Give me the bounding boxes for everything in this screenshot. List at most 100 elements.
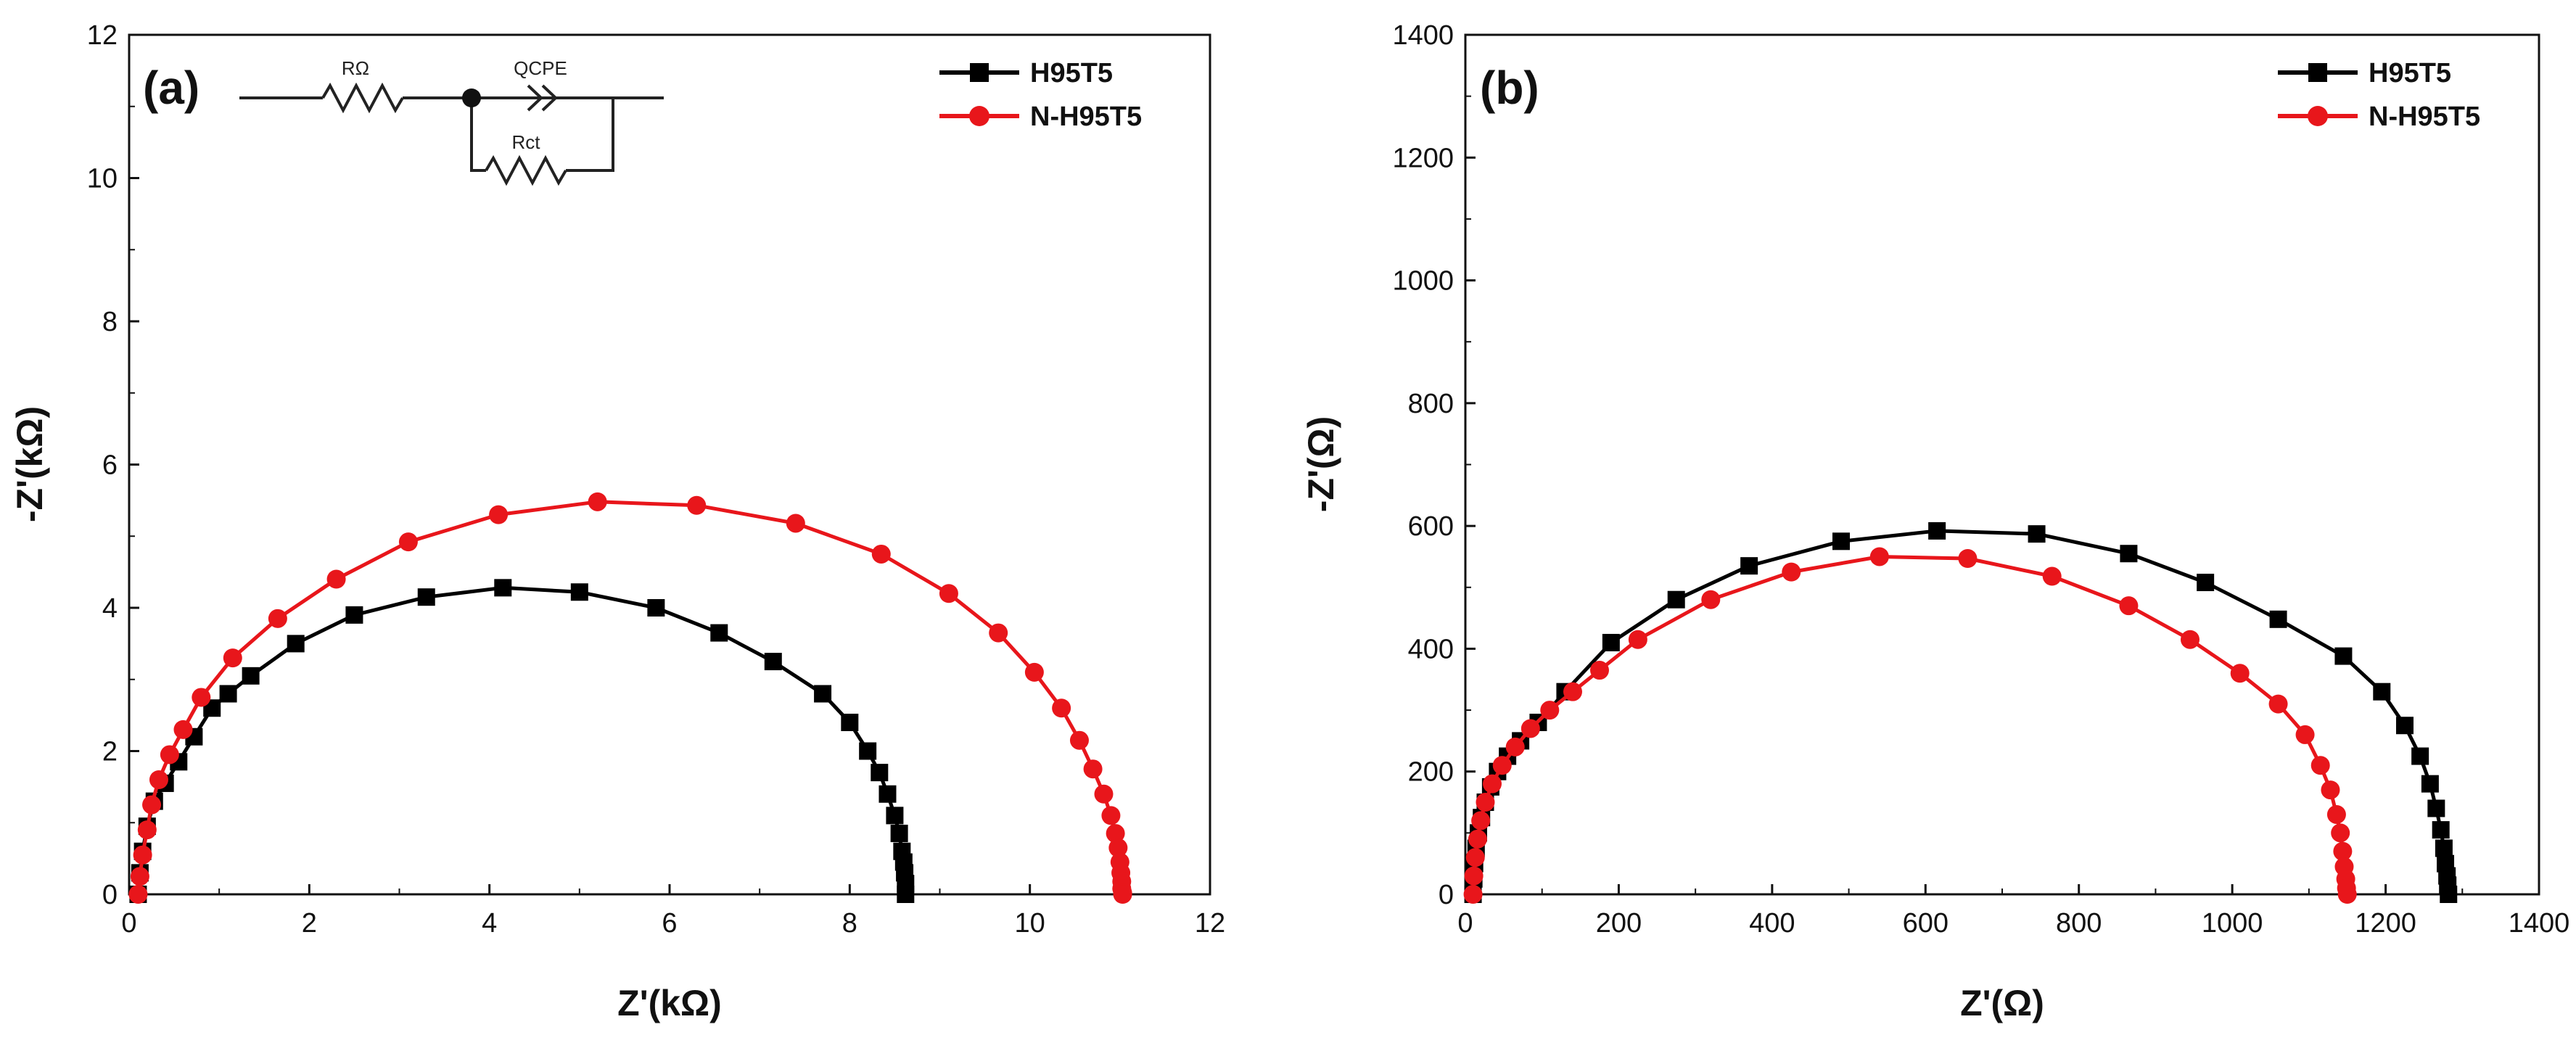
- data-point-nh95t5: [2042, 566, 2062, 586]
- x-tick-label: 1000: [2202, 908, 2263, 939]
- data-point-nh95t5: [1701, 590, 1721, 609]
- data-point-nh95t5: [2331, 823, 2350, 843]
- x-tick-label: 0: [121, 908, 136, 939]
- data-point-nh95t5: [1782, 562, 1801, 582]
- data-point-h95t5: [2028, 525, 2046, 543]
- data-point-nh95t5: [1464, 866, 1484, 886]
- data-point-nh95t5: [687, 495, 707, 515]
- data-point-nh95t5: [160, 745, 179, 764]
- x-tick-label: 4: [482, 908, 497, 939]
- x-tick-label: 12: [1195, 908, 1225, 939]
- data-point-nh95t5: [1463, 885, 1483, 904]
- data-point-nh95t5: [326, 569, 346, 589]
- data-point-nh95t5: [223, 648, 242, 668]
- panel-label-a: (a): [143, 62, 199, 114]
- data-point-nh95t5: [1540, 701, 1560, 720]
- data-point-nh95t5: [1083, 759, 1103, 779]
- data-point-h95t5: [764, 653, 782, 671]
- circuit-node: [462, 88, 481, 107]
- y-tick-label: 400: [1408, 634, 1454, 664]
- data-point-h95t5: [219, 685, 237, 703]
- data-point-nh95t5: [2119, 596, 2139, 616]
- data-point-nh95t5: [130, 867, 149, 886]
- data-point-nh95t5: [2337, 885, 2357, 904]
- data-point-h95t5: [2373, 683, 2391, 701]
- data-point-h95t5: [1602, 633, 1620, 651]
- x-tick-label: 0: [1457, 908, 1473, 939]
- y-tick-label: 12: [87, 20, 118, 51]
- data-point-nh95t5: [1628, 630, 1647, 649]
- y-tick-label: 6: [102, 450, 118, 481]
- label-r-ct: Rct: [512, 131, 541, 153]
- data-point-nh95t5: [2333, 841, 2353, 861]
- y-tick-label: 200: [1408, 757, 1454, 788]
- legend-marker-h95t5-b: [2308, 63, 2327, 82]
- x-tick-label: 800: [2056, 908, 2102, 939]
- data-point-nh95t5: [871, 544, 891, 564]
- y-tick-label: 8: [102, 307, 118, 337]
- data-point-nh95t5: [173, 720, 193, 739]
- y-tick-label: 0: [1439, 880, 1454, 910]
- y-tick-label: 1400: [1392, 20, 1454, 51]
- data-point-h95t5: [1740, 557, 1758, 575]
- y-axis-title-a: -Z'(kΩ): [9, 406, 50, 522]
- data-point-h95t5: [2120, 545, 2138, 563]
- legend-label-nh95t5-b: N-H95T5: [2369, 102, 2480, 132]
- data-point-nh95t5: [1108, 838, 1128, 857]
- data-point-nh95t5: [2326, 804, 2346, 824]
- y-axis-ticks-b: 0 200 400 600 800 1000 1200 1400: [1392, 20, 1476, 910]
- data-point-h95t5: [871, 764, 889, 782]
- data-point-h95t5: [570, 583, 588, 601]
- y-axis-ticks-a: 0 2 4 6 8 10 12: [87, 20, 139, 910]
- x-tick-label: 1400: [2509, 908, 2570, 939]
- y-tick-label: 600: [1408, 511, 1454, 542]
- data-point-nh95t5: [1069, 730, 1089, 750]
- y-tick-label: 800: [1408, 389, 1454, 419]
- data-point-h95t5: [647, 599, 665, 617]
- data-point-nh95t5: [1465, 848, 1485, 867]
- chart-panel-b: 0 200 400 600 800 1000 1200 1400 0 200 400 600 800 1…: [1301, 20, 2569, 1023]
- data-point-nh95t5: [398, 532, 418, 552]
- label-r-ohm: RΩ: [342, 57, 369, 79]
- series-layer-a: [128, 492, 1132, 904]
- x-tick-label: 200: [1596, 908, 1642, 939]
- data-point-h95t5: [417, 588, 435, 606]
- data-point-nh95t5: [1958, 549, 1978, 569]
- data-point-nh95t5: [989, 623, 1008, 643]
- data-point-h95t5: [2334, 647, 2353, 665]
- x-axis-ticks-a: 0 2 4 6 8 10 12: [121, 884, 1225, 939]
- data-point-h95t5: [1928, 522, 1946, 540]
- circuit-wires: [239, 96, 664, 172]
- series-line-h95t5-b: [1471, 529, 2451, 895]
- data-point-nh95t5: [2321, 780, 2340, 800]
- y-axis-title-b: -Z'(Ω): [1301, 416, 1341, 512]
- legend-b: H95T5 N-H95T5: [2278, 58, 2480, 132]
- x-tick-label: 2: [302, 908, 317, 939]
- data-point-nh95t5: [1101, 806, 1121, 825]
- y-tick-label: 4: [102, 593, 118, 624]
- x-tick-label: 400: [1749, 908, 1795, 939]
- x-tick-label: 6: [662, 908, 677, 939]
- y-tick-label: 10: [87, 164, 118, 194]
- label-q-cpe: QCPE: [514, 57, 567, 79]
- data-point-nh95t5: [149, 770, 168, 789]
- chart-panel-a: 0 2 4 6 8 10 12 0 2 4 6 8 10 12 (a) Z'(kΩ) -Z'(kΩ) R…: [9, 20, 1225, 1023]
- data-point-h95t5: [2396, 717, 2414, 735]
- data-point-h95t5: [2435, 839, 2453, 857]
- data-point-nh95t5: [1869, 547, 1889, 566]
- plot-frame-b: [1464, 33, 2540, 896]
- data-point-h95t5: [878, 785, 897, 803]
- data-point-h95t5: [494, 579, 512, 597]
- data-point-nh95t5: [1492, 756, 1512, 775]
- data-point-nh95t5: [1113, 885, 1132, 904]
- data-point-nh95t5: [1590, 661, 1609, 680]
- panel-label-b: (b): [1480, 62, 1539, 114]
- legend-a: H95T5 N-H95T5: [939, 58, 1142, 132]
- data-point-h95t5: [242, 667, 260, 685]
- x-tick-label: 10: [1015, 908, 1045, 939]
- data-point-h95t5: [814, 685, 832, 703]
- data-point-nh95t5: [1106, 824, 1125, 844]
- y-tick-label: 1000: [1392, 266, 1454, 297]
- data-point-h95t5: [2197, 574, 2215, 592]
- legend-marker-h95t5-a: [970, 63, 989, 82]
